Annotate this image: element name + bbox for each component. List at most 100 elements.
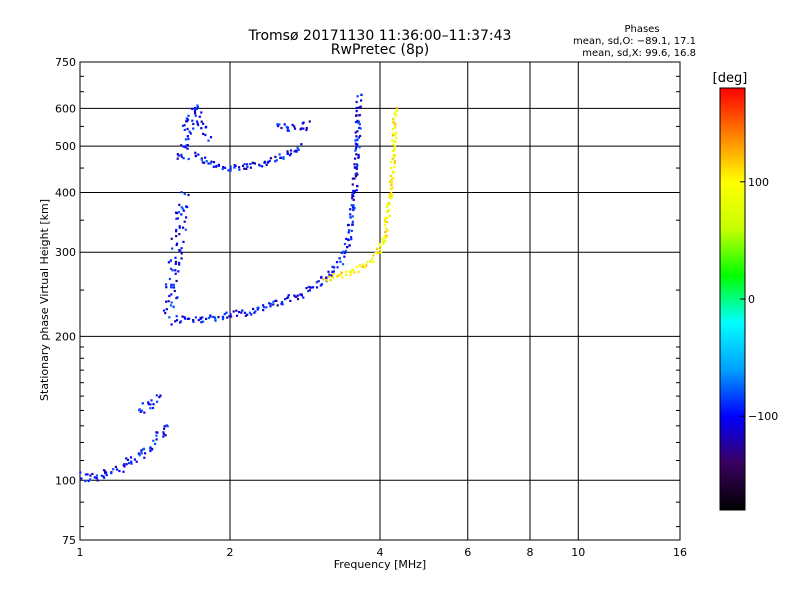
data-point	[183, 192, 186, 196]
data-point	[194, 112, 197, 115]
data-point	[388, 193, 391, 196]
data-point	[386, 229, 389, 232]
data-point	[331, 270, 334, 274]
data-point	[200, 127, 203, 130]
data-point	[165, 300, 168, 303]
data-point	[278, 153, 281, 156]
data-point	[102, 469, 106, 472]
data-point	[379, 248, 382, 251]
data-point	[181, 124, 185, 127]
y-tick-label: 100	[55, 474, 76, 487]
data-point	[348, 229, 351, 232]
data-point	[293, 125, 296, 128]
data-point	[185, 216, 188, 219]
data-point	[365, 264, 368, 267]
data-point	[164, 312, 167, 315]
data-point	[280, 302, 283, 305]
data-point	[238, 168, 241, 171]
data-point	[286, 152, 289, 155]
data-point	[392, 132, 395, 135]
data-point	[79, 471, 82, 474]
data-point	[356, 173, 359, 176]
data-point	[390, 191, 393, 194]
data-point	[125, 463, 128, 466]
data-point	[288, 154, 292, 157]
data-point	[284, 298, 287, 301]
data-point	[250, 313, 253, 316]
data-point	[176, 157, 179, 160]
data-point	[188, 130, 191, 133]
data-point	[226, 316, 229, 319]
data-point	[202, 132, 205, 135]
data-point	[186, 147, 189, 150]
data-point	[346, 238, 350, 241]
data-point	[354, 175, 358, 178]
data-point	[286, 150, 289, 153]
data-point	[241, 164, 245, 167]
data-point	[388, 180, 391, 183]
data-point	[170, 323, 173, 326]
data-point	[185, 117, 188, 120]
data-point	[181, 315, 184, 318]
data-point	[353, 177, 356, 180]
data-point	[175, 243, 178, 247]
data-point	[329, 279, 332, 282]
data-point	[174, 256, 177, 259]
data-point	[188, 317, 191, 320]
data-point	[355, 153, 358, 156]
data-point	[265, 163, 268, 166]
data-point	[299, 293, 302, 296]
data-point	[212, 315, 215, 319]
data-point	[274, 160, 277, 163]
data-point	[366, 261, 369, 264]
x-tick-label: 6	[464, 546, 471, 559]
data-point	[386, 205, 389, 208]
data-point	[155, 394, 158, 397]
data-point	[195, 107, 198, 110]
data-point	[357, 155, 360, 158]
data-point	[356, 119, 359, 122]
data-point	[125, 457, 128, 460]
data-point	[175, 217, 178, 220]
data-point	[352, 189, 355, 192]
data-point	[350, 204, 353, 207]
data-point	[391, 170, 395, 173]
data-point	[162, 431, 165, 434]
data-point	[180, 153, 183, 156]
data-point	[225, 311, 228, 314]
data-point	[227, 169, 230, 172]
data-point	[169, 259, 172, 263]
data-point	[327, 270, 330, 273]
data-point	[234, 164, 237, 167]
data-point	[164, 283, 168, 286]
data-point	[184, 317, 187, 320]
data-point	[207, 139, 210, 142]
data-point	[296, 146, 299, 149]
data-point	[103, 476, 106, 479]
data-point	[215, 165, 218, 168]
data-point	[241, 309, 244, 312]
data-point	[390, 167, 393, 170]
data-point	[308, 289, 311, 292]
data-point	[393, 161, 396, 164]
data-point	[392, 154, 395, 157]
data-point	[149, 403, 152, 406]
data-point	[356, 143, 359, 146]
data-point	[338, 274, 341, 277]
data-point	[162, 435, 165, 438]
data-point	[127, 462, 131, 465]
data-point	[186, 144, 189, 147]
y-tick-label: 400	[55, 186, 76, 199]
data-point	[202, 122, 205, 125]
data-point	[229, 168, 232, 171]
data-point	[187, 114, 190, 117]
y-tick-label: 200	[55, 330, 76, 343]
data-point	[360, 99, 363, 102]
x-tick-label: 4	[377, 546, 384, 559]
data-point	[150, 447, 154, 451]
data-point	[377, 251, 380, 254]
data-point	[205, 317, 208, 320]
data-point	[390, 178, 393, 182]
data-point	[129, 456, 133, 459]
data-point	[177, 154, 180, 157]
